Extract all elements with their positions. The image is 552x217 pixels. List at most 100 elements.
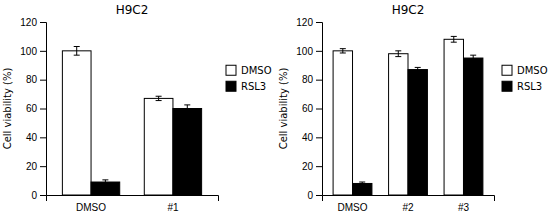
y-tick-mark [40,137,46,138]
legend-label: RSL3 [241,81,266,92]
y-tick-label: 80 [26,74,38,85]
legend-item: DMSO [502,65,548,76]
y-tick: 20 [302,161,322,172]
y-tick: 40 [302,132,322,143]
legend-label: DMSO [517,65,548,76]
legend-swatch [502,81,512,91]
y-tick-mark [40,22,46,23]
legend-item: RSL3 [226,81,266,92]
x-tick-label: #3 [458,202,470,213]
y-tick-mark [316,195,322,196]
y-tick: 60 [302,103,322,114]
x-axis-line [47,196,219,202]
error-bar [340,49,346,53]
y-tick: 100 [296,46,322,57]
x-axis: DMSO #1 [47,196,219,214]
plot-area [62,47,201,195]
y-tick-mark [40,80,46,81]
series [353,55,483,195]
x-axis: DMSO #2 #3 [323,196,495,214]
y-axis-line [40,23,47,196]
x-tick: #3 [458,202,470,213]
y-tick-label: 100 [296,46,313,57]
x-tick-label: #1 [167,202,179,213]
y-tick: 80 [302,74,322,85]
panel: 0 20 40 60 80 100 120 DMSO #2 #3 Cell viability (%… [278,3,548,213]
x-tick-label: DMSO [76,202,106,213]
y-tick: 100 [20,46,46,57]
error-bar [359,182,365,185]
legend-swatch [502,65,512,75]
error-bar [184,105,190,112]
y-tick-label: 20 [26,161,38,172]
error-bar [451,36,457,42]
bar [444,39,463,195]
error-bar [156,96,162,100]
y-tick-label: 0 [307,190,313,201]
y-tick-label: 120 [296,17,313,28]
legend: DMSO RSL3 [226,65,272,92]
y-tick-mark [40,195,46,196]
y-tick-label: 40 [302,132,314,143]
y-tick-mark [316,109,322,110]
legend-label: DMSO [241,65,272,76]
y-tick-label: 60 [26,103,38,114]
y-axis: 0 20 40 60 80 100 120 [296,17,322,201]
series [91,105,202,195]
error-bar [470,55,476,61]
bar [389,54,408,195]
legend-swatch [226,65,236,75]
bar [144,98,173,195]
y-tick: 60 [26,103,46,114]
x-tick: DMSO [76,202,106,213]
y-axis: 0 20 40 60 80 100 120 [20,17,46,201]
bar [62,51,91,195]
y-tick-mark [40,166,46,167]
y-axis-line [316,23,323,196]
y-tick-label: 40 [26,132,38,143]
y-tick: 40 [26,132,46,143]
y-tick-label: 20 [302,161,314,172]
error-bar [74,47,80,56]
plot-area [333,36,483,195]
y-tick-mark [316,22,322,23]
bar [408,70,427,195]
error-bar [415,67,421,71]
y-axis-title: Cell viability (%) [278,68,289,150]
y-tick: 0 [31,190,46,201]
y-tick: 0 [307,190,322,201]
legend-item: DMSO [226,65,272,76]
x-tick: #2 [402,202,414,213]
series [62,47,173,195]
y-tick-mark [316,137,322,138]
error-bar [395,51,401,57]
chart-title: H9C2 [116,3,149,17]
legend-label: RSL3 [517,81,542,92]
bar [333,51,352,195]
x-tick-label: #2 [402,202,414,213]
chart-svg: 0 20 40 60 80 100 120 DMSO #1 Cell viability (%) H… [0,0,552,217]
y-axis-title: Cell viability (%) [2,68,13,150]
legend-item: RSL3 [502,81,542,92]
x-tick: #1 [167,202,179,213]
y-tick-label: 0 [31,190,37,201]
y-tick: 120 [296,17,322,28]
bar [463,58,482,195]
x-tick: DMSO [338,202,368,213]
y-tick: 120 [20,17,46,28]
y-tick-label: 80 [302,74,314,85]
y-tick-mark [40,109,46,110]
y-tick: 80 [26,74,46,85]
y-tick: 20 [26,161,46,172]
y-tick-mark [316,80,322,81]
y-tick-mark [40,51,46,52]
panel: 0 20 40 60 80 100 120 DMSO #1 Cell viability (%) H… [2,3,272,213]
y-tick-label: 60 [302,103,314,114]
y-tick-label: 100 [20,46,37,57]
legend-swatch [226,81,236,91]
y-tick-label: 120 [20,17,37,28]
y-tick-mark [316,166,322,167]
chart-title: H9C2 [392,3,425,17]
bar [173,109,202,196]
legend: DMSO RSL3 [502,65,548,92]
